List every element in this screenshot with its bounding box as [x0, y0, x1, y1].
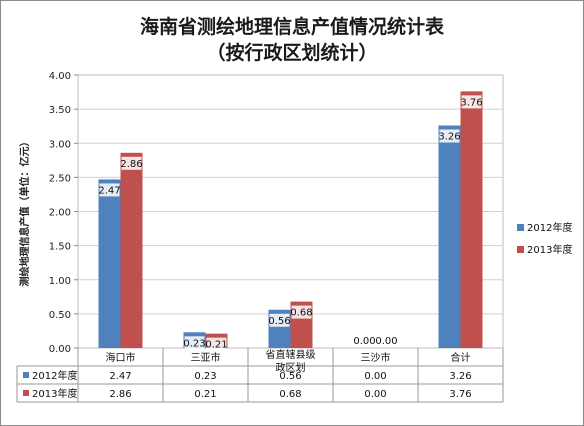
y-tick-label: 4.00	[49, 71, 71, 82]
y-tick-label: 3.00	[49, 139, 71, 150]
table-cell: 2.47	[109, 371, 131, 382]
data-label: 0.56	[268, 316, 290, 327]
table-legend-key	[23, 390, 29, 396]
table-legend-key	[23, 372, 29, 378]
bar-series2	[120, 152, 143, 348]
table-cell: 0.56	[279, 371, 301, 382]
x-tick-label: 省直辖县级	[266, 348, 316, 361]
data-label-bg	[184, 336, 205, 350]
y-tick-label: 0.50	[49, 310, 71, 321]
x-tick-label: 海口市	[106, 351, 136, 364]
data-label: 2.86	[120, 159, 142, 170]
legend-label: 2013年度	[527, 243, 572, 256]
table-cell: 0.00	[364, 371, 386, 382]
legend-key	[517, 246, 524, 253]
bar-series1	[98, 179, 121, 348]
y-tick-label: 1.00	[49, 276, 71, 287]
bar-series2	[460, 91, 483, 348]
x-tick-label: 合计	[451, 351, 471, 364]
table-series-name: 2012年度	[32, 369, 77, 382]
data-label-bg	[206, 337, 227, 351]
y-tick-label: 0.00	[49, 344, 71, 355]
chart-title: 海南省测绘地理信息产值情况统计表	[139, 16, 444, 38]
table-cell: 0.00	[364, 389, 386, 400]
data-label: 2.47	[98, 185, 120, 196]
data-label: 3.26	[438, 132, 460, 143]
table-cell: 0.68	[279, 389, 301, 400]
data-label-bg	[99, 183, 120, 197]
table-cell: 3.76	[449, 389, 471, 400]
y-tick-label: 1.50	[49, 242, 71, 253]
chart-subtitle: （按行政区划统计）	[206, 42, 378, 64]
legend-label: 2012年度	[527, 221, 572, 234]
bar-series1	[438, 125, 461, 348]
x-tick-label: 三亚市	[191, 351, 221, 364]
legend-key	[517, 224, 524, 231]
data-label: 0.68	[290, 308, 312, 319]
data-label-bg	[461, 95, 482, 109]
y-axis-title: 测绘地理信息产值（单位：亿元）	[18, 137, 31, 287]
table-series-name: 2013年度	[32, 387, 77, 400]
table-cell: 0.23	[194, 371, 216, 382]
y-tick-label: 2.00	[49, 208, 71, 219]
data-label: 0.00	[375, 336, 397, 347]
table-cell: 0.21	[194, 389, 216, 400]
data-label: 3.76	[460, 97, 482, 108]
data-label: 0.21	[205, 340, 227, 351]
x-tick-label: 政区划	[276, 361, 306, 374]
data-label-bg	[291, 305, 312, 319]
y-tick-label: 2.50	[49, 173, 71, 184]
data-label: 0.00	[353, 336, 375, 347]
x-tick-label: 三沙市	[361, 351, 391, 364]
data-label: 0.23	[183, 338, 205, 349]
y-tick-label: 3.50	[49, 105, 71, 116]
data-label-bg	[121, 156, 142, 170]
table-cell: 3.26	[449, 371, 471, 382]
table-cell: 2.86	[109, 389, 131, 400]
data-label-bg	[269, 313, 290, 327]
data-label-bg	[439, 129, 460, 143]
